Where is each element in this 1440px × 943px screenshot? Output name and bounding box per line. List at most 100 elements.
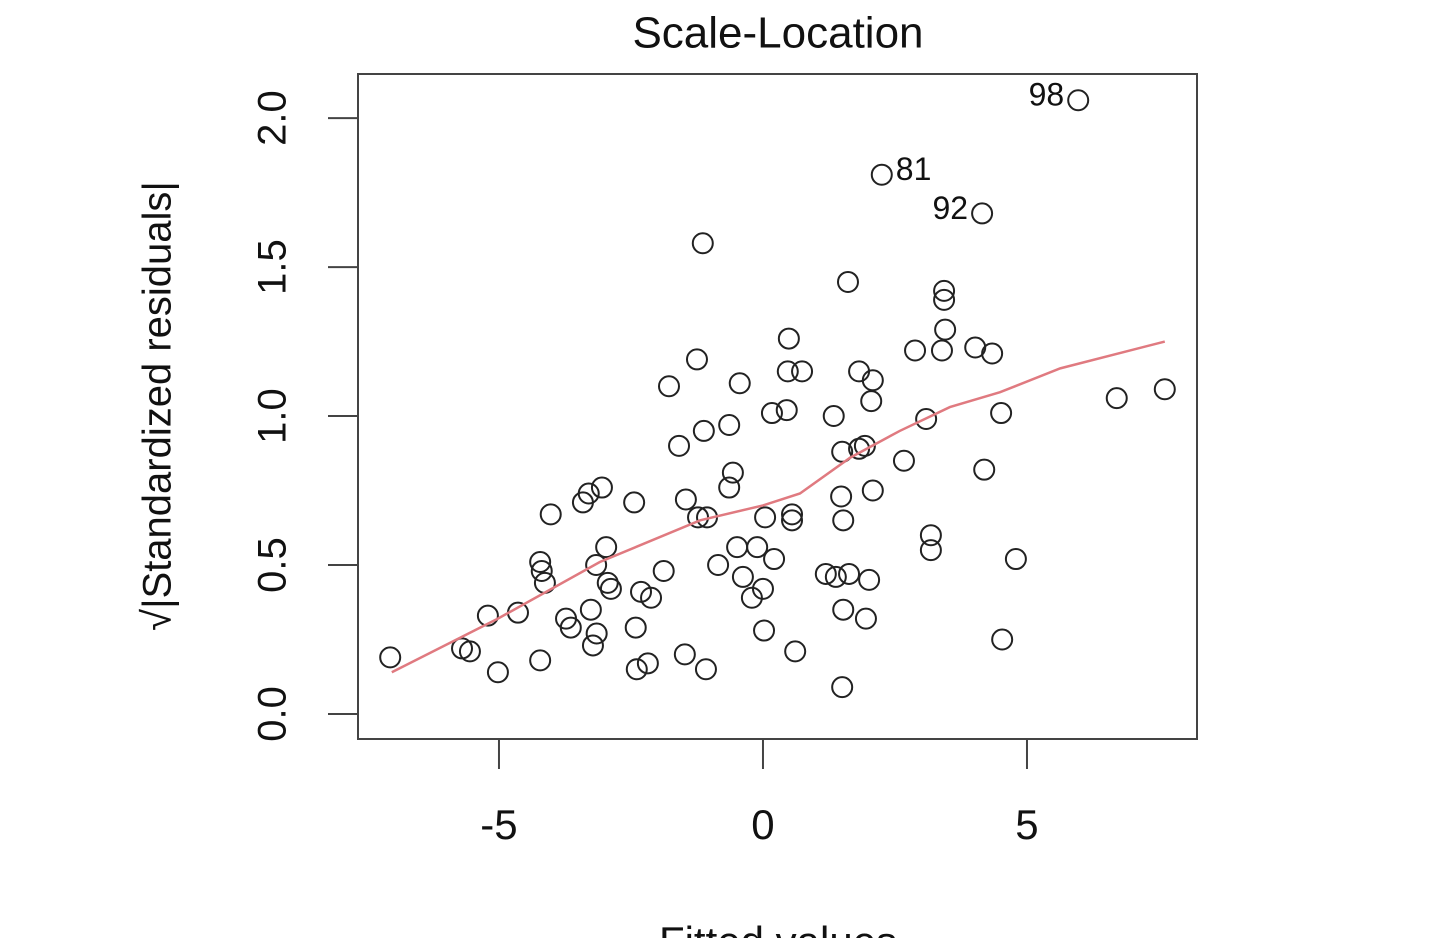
point	[990, 402, 1013, 425]
point-label: 81	[896, 151, 932, 187]
point	[919, 524, 942, 547]
point	[674, 488, 697, 511]
point	[777, 327, 800, 350]
point	[673, 643, 696, 666]
point	[870, 163, 893, 186]
point	[379, 646, 402, 669]
point	[858, 568, 881, 591]
point	[981, 342, 1004, 365]
point	[581, 634, 604, 657]
point	[657, 375, 680, 398]
chart-title: Scale-Location	[632, 9, 923, 58]
point	[973, 458, 996, 481]
point	[623, 491, 646, 514]
y-axis-label: √|Standardized residuals|	[136, 181, 180, 631]
point	[539, 503, 562, 526]
point	[854, 607, 877, 630]
point	[781, 503, 804, 526]
point	[726, 536, 749, 559]
point	[915, 408, 938, 431]
point	[1067, 89, 1090, 112]
y-tick-label: 0.5	[251, 537, 295, 593]
point	[599, 577, 622, 600]
point	[476, 604, 499, 627]
point	[740, 586, 763, 609]
point	[640, 586, 663, 609]
point	[971, 202, 994, 225]
point	[830, 485, 853, 508]
point	[933, 288, 956, 311]
point	[1153, 378, 1176, 401]
point	[1105, 387, 1128, 410]
point	[595, 536, 618, 559]
point	[933, 279, 956, 302]
point	[776, 360, 799, 383]
x-tick-label: -5	[480, 801, 517, 848]
point	[731, 565, 754, 588]
y-tick-label: 0.0	[251, 686, 295, 742]
point	[860, 390, 883, 413]
point	[934, 318, 957, 341]
point	[685, 348, 708, 371]
point	[624, 616, 647, 639]
point	[760, 402, 783, 425]
point	[668, 434, 691, 457]
point	[625, 658, 648, 681]
point	[831, 676, 854, 699]
point	[718, 476, 741, 499]
point	[832, 598, 855, 621]
point	[728, 372, 751, 395]
point	[930, 339, 953, 362]
point	[822, 405, 845, 428]
point	[486, 661, 509, 684]
y-tick-label: 1.0	[251, 388, 295, 444]
point	[919, 539, 942, 562]
y-tick-label: 2.0	[251, 90, 295, 146]
point	[636, 652, 659, 675]
point	[691, 232, 714, 255]
point	[579, 598, 602, 621]
smooth-line	[391, 340, 1166, 674]
point	[775, 399, 798, 422]
point	[530, 559, 553, 582]
point	[1004, 548, 1027, 571]
point	[836, 270, 859, 293]
point	[791, 360, 814, 383]
point	[590, 476, 613, 499]
point	[861, 369, 884, 392]
point	[529, 649, 552, 672]
point	[559, 616, 582, 639]
point	[529, 551, 552, 574]
point	[824, 565, 847, 588]
point-label: 92	[933, 190, 969, 226]
y-tick-label: 1.5	[251, 239, 295, 295]
point	[781, 509, 804, 532]
point	[861, 479, 884, 502]
point	[754, 506, 777, 529]
point	[721, 461, 744, 484]
point	[751, 577, 774, 600]
point	[458, 640, 481, 663]
point	[718, 413, 741, 436]
point	[763, 548, 786, 571]
point	[753, 619, 776, 642]
point	[585, 554, 608, 577]
point	[577, 482, 600, 505]
point	[746, 536, 769, 559]
point	[814, 562, 837, 585]
point	[991, 628, 1014, 651]
point	[892, 449, 915, 472]
point	[692, 419, 715, 442]
point	[694, 658, 717, 681]
plot-frame	[357, 73, 1198, 740]
point	[904, 339, 927, 362]
point	[652, 559, 675, 582]
point	[831, 440, 854, 463]
x-tick-label: 5	[1015, 801, 1038, 848]
point	[838, 562, 861, 585]
point	[853, 434, 876, 457]
point	[707, 554, 730, 577]
point	[585, 622, 608, 645]
